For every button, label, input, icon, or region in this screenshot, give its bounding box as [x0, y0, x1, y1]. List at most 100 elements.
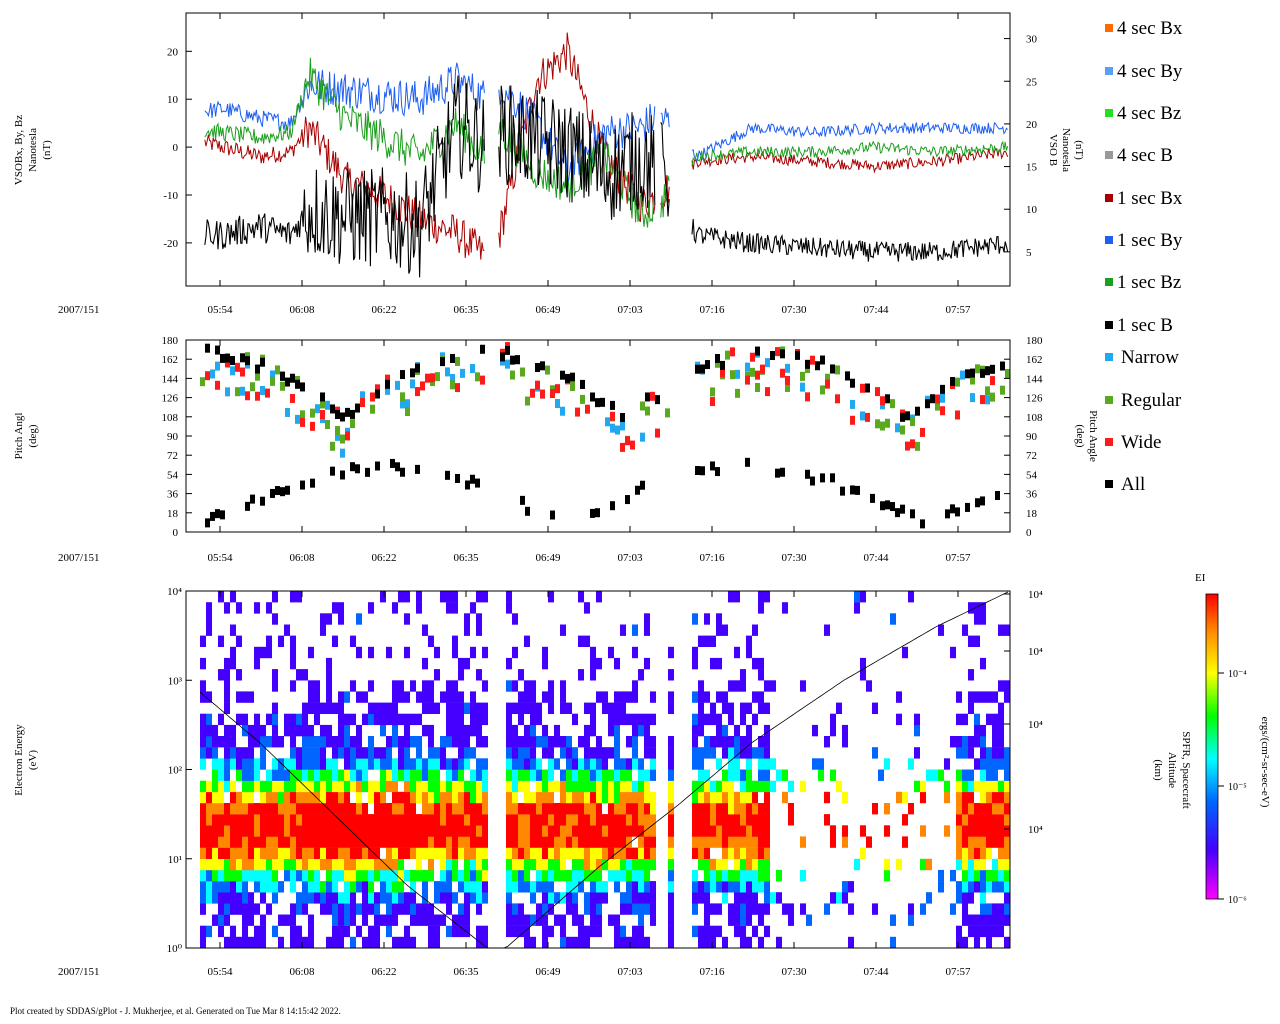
pitch-cell-regular [715, 358, 720, 368]
spectrogram-cell [290, 736, 296, 748]
spectrogram-cell [440, 858, 446, 871]
spectrogram-cell [968, 769, 974, 781]
spectrogram-cell [548, 825, 554, 837]
spectrogram-cell [284, 758, 290, 770]
spectrogram-cell [206, 814, 212, 826]
spectrogram-cell [350, 858, 356, 871]
spectrogram-cell [884, 869, 890, 882]
spectrogram-cell [362, 892, 368, 904]
spectrogram-cell [632, 892, 638, 904]
spectrogram-cell [320, 847, 326, 859]
spectrogram-cell [710, 869, 716, 882]
spectrogram-cell [404, 825, 410, 837]
spectrogram-cell [638, 814, 644, 826]
spectrogram-cell [476, 925, 482, 938]
spectrogram-cell [1004, 747, 1010, 759]
spectrogram-cell [236, 669, 242, 681]
spectrogram-cell [854, 591, 860, 603]
pitch-cell-wide [745, 375, 750, 385]
spectrogram-cell [452, 858, 458, 871]
spectrogram-cell [962, 858, 968, 871]
spectrogram-cell [962, 713, 968, 726]
spectrogram-cell [314, 736, 320, 748]
spectrogram-cell [332, 780, 338, 793]
spectrogram-cell [632, 680, 638, 692]
spectrogram-cell [290, 747, 296, 759]
spectrogram-cell [698, 747, 704, 759]
spectrogram-cell [728, 847, 734, 859]
spectrogram-cell [956, 936, 962, 949]
spectrogram-cell [200, 903, 206, 915]
spectrogram-cell [248, 892, 254, 904]
pitch-cell-all [270, 488, 275, 498]
spectrogram-cell [320, 881, 326, 893]
spectrogram-cell [758, 903, 764, 915]
pitch-cell-wide [225, 358, 230, 368]
spectrogram-cell [356, 869, 362, 882]
mag-ytick-right-label: 5 [1026, 247, 1032, 259]
legend-swatch [1105, 353, 1113, 361]
spectrogram-cell [284, 825, 290, 837]
spectrogram-cell [428, 747, 434, 759]
spectrogram-cell [800, 869, 806, 882]
spectrogram-cell [428, 836, 434, 848]
spectrogram-cell [980, 858, 986, 871]
spectrogram-cell [812, 724, 818, 737]
spectrogram-cell [464, 803, 470, 815]
spectrogram-cell [320, 736, 326, 748]
pitch-cell-narrow [860, 411, 865, 421]
pitch-ytick-label: 36 [167, 489, 179, 501]
spectrogram-cell [410, 791, 416, 804]
spectrogram-cell [458, 758, 464, 770]
pitch-cell-narrow [210, 369, 215, 379]
mag-xtick-label: 07:16 [699, 304, 725, 316]
spectrogram-cell [338, 602, 344, 614]
spectrogram-cell [356, 769, 362, 781]
spectrogram-cell [650, 825, 656, 837]
spectrogram-cell [620, 903, 626, 915]
spectrogram-cell [986, 791, 992, 804]
spectrogram-cell [374, 758, 380, 770]
spectrogram-cell [230, 624, 236, 636]
spectrogram-cell [692, 903, 698, 915]
spectrogram-cell [314, 680, 320, 692]
spectrogram-cell [254, 847, 260, 859]
spectrogram-cell [992, 858, 998, 871]
pitch-xtick-label: 07:16 [699, 552, 725, 564]
spectrogram-cell [338, 825, 344, 837]
spectrogram-cell [632, 881, 638, 893]
spectrogram-cell [1004, 624, 1010, 636]
spectrogram-cell [476, 624, 482, 636]
spectrogram-cell [716, 825, 722, 837]
pitch-cell-all [215, 345, 220, 355]
spectrogram-cell [716, 869, 722, 882]
spectrogram-cell [440, 881, 446, 893]
spectrogram-cell [632, 903, 638, 915]
spectrogram-cell [344, 892, 350, 904]
spectrogram-cell [410, 758, 416, 770]
spectrogram-cell [320, 836, 326, 848]
spectrogram-cell [266, 881, 272, 893]
spectrogram-cell [302, 881, 308, 893]
series-1-sec-b [498, 85, 656, 220]
pitch-cell-all [205, 343, 210, 353]
pitch-cell-all [410, 368, 415, 378]
spectrogram-cell [290, 724, 296, 737]
spectrogram-cell [248, 914, 254, 926]
spectrogram-cell [518, 858, 524, 871]
spectrogram-cell [236, 869, 242, 882]
spectrogram-cell [530, 825, 536, 837]
spectrogram-cell [542, 825, 548, 837]
spectrogram-cell [248, 869, 254, 882]
spectrogram-cell [524, 724, 530, 737]
spectrogram-cell [692, 847, 698, 859]
spectrogram-cell [758, 914, 764, 926]
spectrogram-cell [998, 858, 1004, 871]
pitch-cell-regular [875, 419, 880, 429]
spectrogram-cell [758, 702, 764, 714]
mag-ytick-right-label: 25 [1026, 76, 1038, 88]
pitch-cell-wide [480, 375, 485, 385]
spectrogram-cell [578, 769, 584, 781]
pitch-cell-all [375, 389, 380, 399]
spectrogram-cell [356, 747, 362, 759]
